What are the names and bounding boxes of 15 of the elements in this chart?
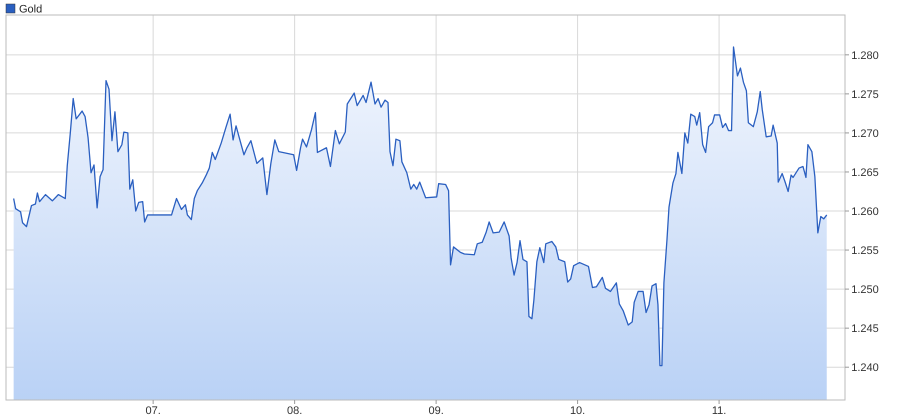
y-tick-label: 1.275 [851,88,879,101]
y-tick-label: 1.250 [851,284,879,296]
y-tick-label: 1.280 [851,50,879,62]
y-tick-label: 1.260 [851,206,879,218]
y-tick-label: 1.245 [851,323,879,336]
x-tick-label: 07. [145,405,161,417]
legend-label: Gold [19,4,42,16]
y-tick-label: 1.255 [851,245,879,258]
y-tick-label: 1.240 [851,362,879,374]
y-tick-label: 1.265 [851,166,879,179]
x-tick-label: 09. [428,405,444,417]
x-tick-label: 11. [712,405,726,417]
x-tick-label: 10. [570,405,586,417]
y-tick-label: 1.270 [851,128,879,140]
x-tick-label: 08. [286,405,302,417]
